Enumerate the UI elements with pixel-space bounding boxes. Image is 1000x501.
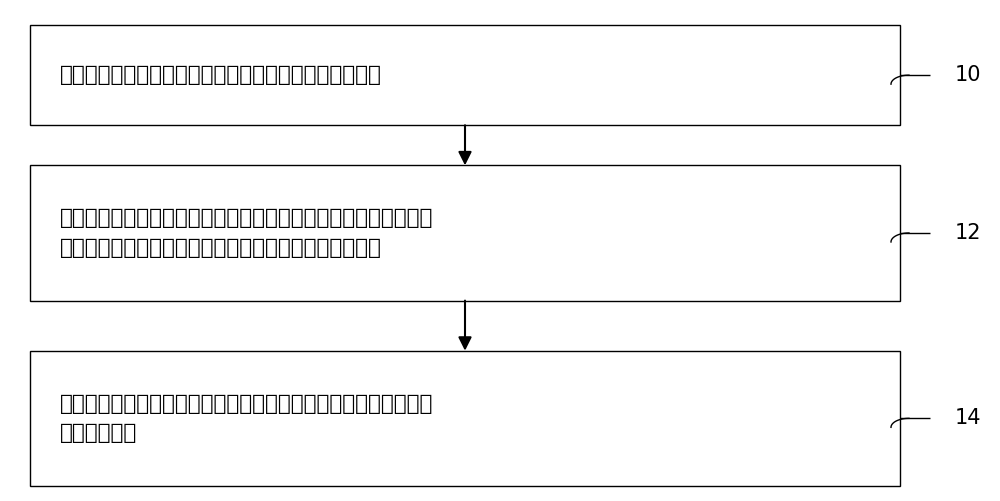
Text: 10: 10 — [955, 65, 982, 85]
Text: 提供高分子致密薄膜作为夹层，在所述夹心层的两侧分别设置至少
一层所述夹层: 提供高分子致密薄膜作为夹层，在所述夹心层的两侧分别设置至少 一层所述夹层 — [60, 393, 433, 443]
Text: 12: 12 — [955, 223, 982, 243]
Text: 将无机颜料颗粒和聚合材料粉末混合均匀，得到混合粉末: 将无机颜料颗粒和聚合材料粉末混合均匀，得到混合粉末 — [60, 65, 382, 85]
Bar — [30, 165, 900, 301]
Bar — [30, 25, 900, 125]
Text: 14: 14 — [955, 408, 982, 428]
Bar — [30, 351, 900, 486]
Text: 热压所述混合粉末制得薄膜，并拉伸所述薄膜得到夹心层，所述夹
心层具有微孔，液体可通过所述微孔在所述夹心层中渗透: 热压所述混合粉末制得薄膜，并拉伸所述薄膜得到夹心层，所述夹 心层具有微孔，液体可… — [60, 208, 433, 258]
